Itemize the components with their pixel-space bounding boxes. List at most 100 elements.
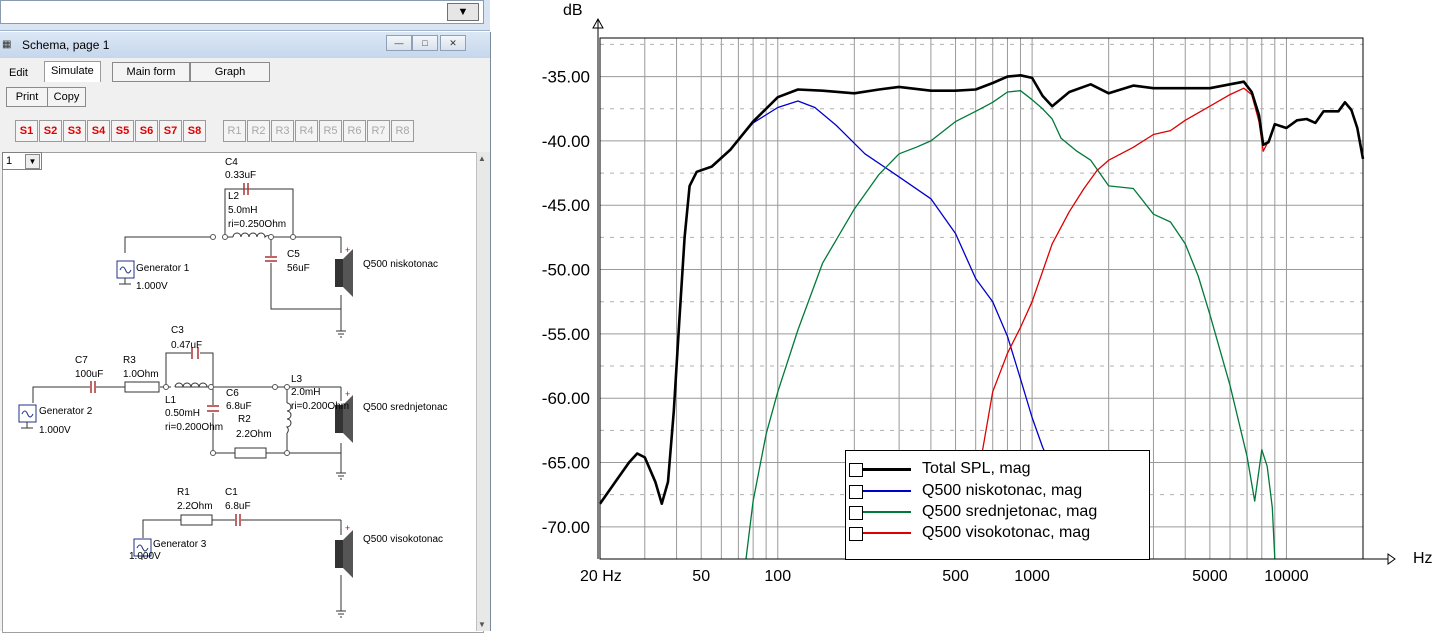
- r4-button[interactable]: R4: [295, 120, 318, 142]
- s1-button[interactable]: S1: [15, 120, 38, 142]
- speaker-3-icon[interactable]: +: [335, 523, 353, 578]
- series-line-0: [598, 74, 1365, 506]
- c3-value: 0.47uF: [171, 340, 202, 351]
- gen1-name: Generator 1: [136, 263, 190, 274]
- window-title: Schema, page 1: [22, 38, 110, 52]
- y-tick-label: -60.00: [542, 389, 590, 408]
- legend-item-visokotonac[interactable]: Q500 visokotonac, mag: [846, 523, 1146, 543]
- generator-3-icon[interactable]: [133, 538, 152, 560]
- legend-checkbox[interactable]: [849, 485, 863, 499]
- maximize-button[interactable]: □: [412, 35, 438, 51]
- s6-button[interactable]: S6: [135, 120, 158, 142]
- legend-item-srednjetonac[interactable]: Q500 srednjetonac, mag: [846, 502, 1146, 522]
- speaker-1-icon[interactable]: +: [335, 245, 353, 297]
- x-tick-label: 20 Hz: [580, 568, 622, 585]
- gen3-voltage: 1.000V: [129, 551, 161, 562]
- c6-value: 6.8uF: [226, 401, 252, 412]
- page-select-arrow-icon[interactable]: ▼: [25, 154, 40, 169]
- series-line-2: [745, 90, 1276, 560]
- c3-name: C3: [171, 325, 184, 336]
- c4-value: 0.33uF: [225, 170, 256, 181]
- legend-checkbox[interactable]: [849, 463, 863, 477]
- tab-simulate[interactable]: Simulate: [44, 61, 101, 82]
- x-tick-label: 50: [692, 568, 710, 585]
- svg-text:+: +: [345, 245, 350, 255]
- s5-button[interactable]: S5: [111, 120, 134, 142]
- speaker-2-icon[interactable]: +: [335, 389, 353, 443]
- r1-name: R1: [177, 487, 190, 498]
- series-line-1: [711, 100, 1070, 482]
- minimize-button[interactable]: —: [386, 35, 412, 51]
- gen2-name: Generator 2: [39, 406, 93, 417]
- legend-swatch: [863, 490, 911, 492]
- s8-button[interactable]: S8: [183, 120, 206, 142]
- legend-checkbox[interactable]: [849, 527, 863, 541]
- scroll-down-icon[interactable]: ▼: [478, 620, 486, 629]
- c5-value: 56uF: [287, 263, 310, 274]
- vertical-scrollbar[interactable]: ▲ ▼: [476, 152, 490, 631]
- legend-label: Q500 visokotonac, mag: [922, 524, 1091, 541]
- x-tick-label: 10000: [1264, 568, 1309, 585]
- y-tick-label: -45.00: [542, 196, 590, 215]
- l1-name: L1: [165, 395, 177, 406]
- y-tick-label: -55.00: [542, 325, 590, 344]
- c6-name: C6: [226, 388, 239, 399]
- spk3-label: Q500 visokotonac: [363, 534, 443, 545]
- s7-button[interactable]: S7: [159, 120, 182, 142]
- legend-checkbox[interactable]: [849, 506, 863, 520]
- c4-name: C4: [225, 157, 238, 168]
- legend-label: Total SPL, mag: [922, 460, 1031, 477]
- r3-value: 1.0Ohm: [123, 369, 159, 380]
- r1-button[interactable]: R1: [223, 120, 246, 142]
- legend-item-total[interactable]: Total SPL, mag: [846, 459, 1146, 479]
- x-axis-label: Hz: [1413, 550, 1433, 567]
- r3-button[interactable]: R3: [271, 120, 294, 142]
- gen1-voltage: 1.000V: [136, 281, 168, 292]
- r2-value: 2.2Ohm: [236, 429, 272, 440]
- print-button[interactable]: Print: [6, 87, 48, 107]
- s3-button[interactable]: S3: [63, 120, 86, 142]
- spk2-label: Q500 srednjetonac: [363, 402, 448, 413]
- combo-box[interactable]: ▼: [0, 0, 484, 24]
- y-tick-label: -35.00: [542, 68, 590, 87]
- c5-name: C5: [287, 249, 300, 260]
- r7-button[interactable]: R7: [367, 120, 390, 142]
- l2-value: 5.0mH: [228, 205, 257, 216]
- r6-button[interactable]: R6: [343, 120, 366, 142]
- r5-button[interactable]: R5: [319, 120, 342, 142]
- schematic-canvas[interactable]: + + + C4 0.33uF L2: [2, 152, 484, 633]
- y-tick-label: -50.00: [542, 261, 590, 280]
- main-form-button[interactable]: Main form: [112, 62, 190, 82]
- schema-window: ▦ Schema, page 1 — □ ✕ Edit Simulate Mai…: [0, 32, 491, 633]
- s2-button[interactable]: S2: [39, 120, 62, 142]
- generator-1-icon[interactable]: [116, 260, 135, 285]
- frequency-response-chart: -35.00 -40.00 -45.00 -50.00 -55.00 -60.00 -65.…: [542, 2, 1433, 585]
- legend-label: Q500 srednjetonac, mag: [922, 503, 1098, 520]
- x-tick-label: 100: [764, 568, 791, 585]
- copy-button[interactable]: Copy: [47, 87, 86, 107]
- r3-name: R3: [123, 355, 136, 366]
- r2-button[interactable]: R2: [247, 120, 270, 142]
- x-tick-label: 500: [942, 568, 969, 585]
- legend-item-niskotonac[interactable]: Q500 niskotonac, mag: [846, 481, 1146, 501]
- r8-button[interactable]: R8: [391, 120, 414, 142]
- generator-2-icon[interactable]: [18, 404, 37, 429]
- l3-ri: ri=0.200Ohm: [291, 401, 349, 412]
- top-combo-strip: ▼: [0, 0, 490, 31]
- l1-ri: ri=0.200Ohm: [165, 422, 223, 433]
- tab-edit[interactable]: Edit: [9, 67, 28, 79]
- close-button[interactable]: ✕: [440, 35, 466, 51]
- page-select[interactable]: 1 ▼: [2, 152, 42, 170]
- legend-label: Q500 niskotonac, mag: [922, 482, 1083, 499]
- c1-name: C1: [225, 487, 238, 498]
- r2-name: R2: [238, 414, 251, 425]
- svg-text:+: +: [345, 389, 350, 399]
- c7-name: C7: [75, 355, 88, 366]
- s4-button[interactable]: S4: [87, 120, 110, 142]
- svg-text:+: +: [345, 523, 350, 533]
- graph-button[interactable]: Graph: [190, 62, 270, 82]
- app-icon: ▦: [2, 39, 12, 50]
- series-line-3: [978, 87, 1270, 470]
- scroll-up-icon[interactable]: ▲: [478, 154, 486, 163]
- dropdown-arrow-icon[interactable]: ▼: [447, 3, 479, 21]
